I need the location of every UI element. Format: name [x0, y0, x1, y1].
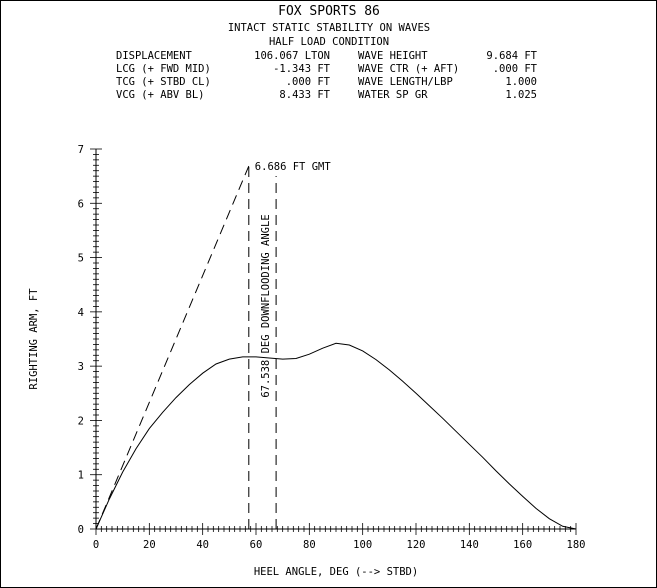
param-value-right: 9.684 FT	[486, 50, 537, 62]
downflooding-label: 67.538 DEG DOWNFLOODING ANGLE	[260, 214, 272, 397]
param-label-left: LCG (+ FWD MID)	[116, 63, 211, 75]
param-value-right: 1.000	[505, 76, 537, 88]
x-axis-label: HEEL ANGLE, DEG (--> STBD)	[254, 566, 418, 578]
param-label-left: TCG (+ STBD CL)	[116, 76, 211, 88]
x-tick-label: 140	[460, 539, 479, 551]
gmt-label: 6.686 FT GMT	[255, 161, 332, 173]
x-tick-label: 80	[303, 539, 316, 551]
y-tick-label: 2	[78, 415, 84, 427]
param-value-left: .000 FT	[286, 76, 331, 88]
param-value-left: 8.433 FT	[279, 89, 330, 101]
x-tick-label: 120	[407, 539, 426, 551]
y-tick-label: 5	[78, 253, 84, 265]
param-label-left: DISPLACEMENT	[116, 50, 193, 62]
chart-subtitle: INTACT STATIC STABILITY ON WAVES	[228, 22, 430, 34]
y-tick-label: 6	[78, 198, 84, 210]
x-tick-label: 180	[567, 539, 586, 551]
param-label-right: WATER SP GR	[358, 89, 428, 101]
param-value-right: .000 FT	[493, 63, 538, 75]
y-tick-label: 7	[78, 144, 84, 156]
param-value-right: 1.025	[505, 89, 537, 101]
param-label-right: WAVE CTR (+ AFT)	[358, 63, 459, 75]
y-axis-label: RIGHTING ARM, FT	[28, 288, 40, 390]
y-tick-label: 1	[78, 470, 84, 482]
param-label-right: WAVE HEIGHT	[358, 50, 428, 62]
y-tick-label: 4	[78, 307, 84, 319]
param-label-left: VCG (+ ABV BL)	[116, 89, 205, 101]
param-value-left: 106.067 LTON	[254, 50, 330, 62]
x-tick-label: 0	[93, 539, 99, 551]
param-value-left: -1.343 FT	[273, 63, 331, 75]
x-tick-label: 20	[143, 539, 156, 551]
y-tick-label: 3	[78, 361, 84, 373]
chart-condition: HALF LOAD CONDITION	[269, 36, 389, 48]
x-tick-label: 60	[250, 539, 263, 551]
y-tick-label: 0	[78, 524, 84, 536]
righting-arm-curve	[95, 342, 577, 530]
chart-title: FOX SPORTS 86	[278, 4, 380, 19]
param-label-right: WAVE LENGTH/LBP	[358, 76, 453, 88]
x-tick-label: 100	[353, 539, 372, 551]
gmt-line	[95, 165, 250, 530]
x-tick-label: 160	[513, 539, 532, 551]
x-tick-label: 40	[196, 539, 209, 551]
